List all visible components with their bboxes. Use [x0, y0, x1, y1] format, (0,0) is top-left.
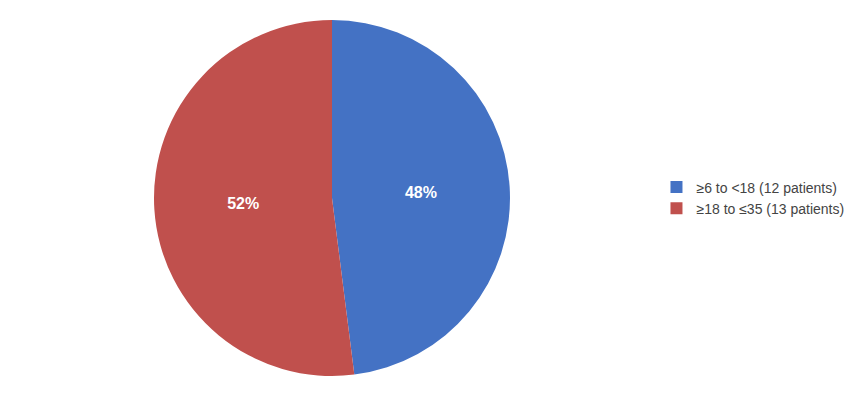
svg-text:≥6 to <18 (12 patients): ≥6 to <18 (12 patients)	[696, 180, 836, 196]
svg-text:48%: 48%	[405, 184, 437, 201]
svg-text:52%: 52%	[227, 195, 259, 212]
svg-text:≥18 to ≤35 (13 patients): ≥18 to ≤35 (13 patients)	[696, 201, 844, 217]
